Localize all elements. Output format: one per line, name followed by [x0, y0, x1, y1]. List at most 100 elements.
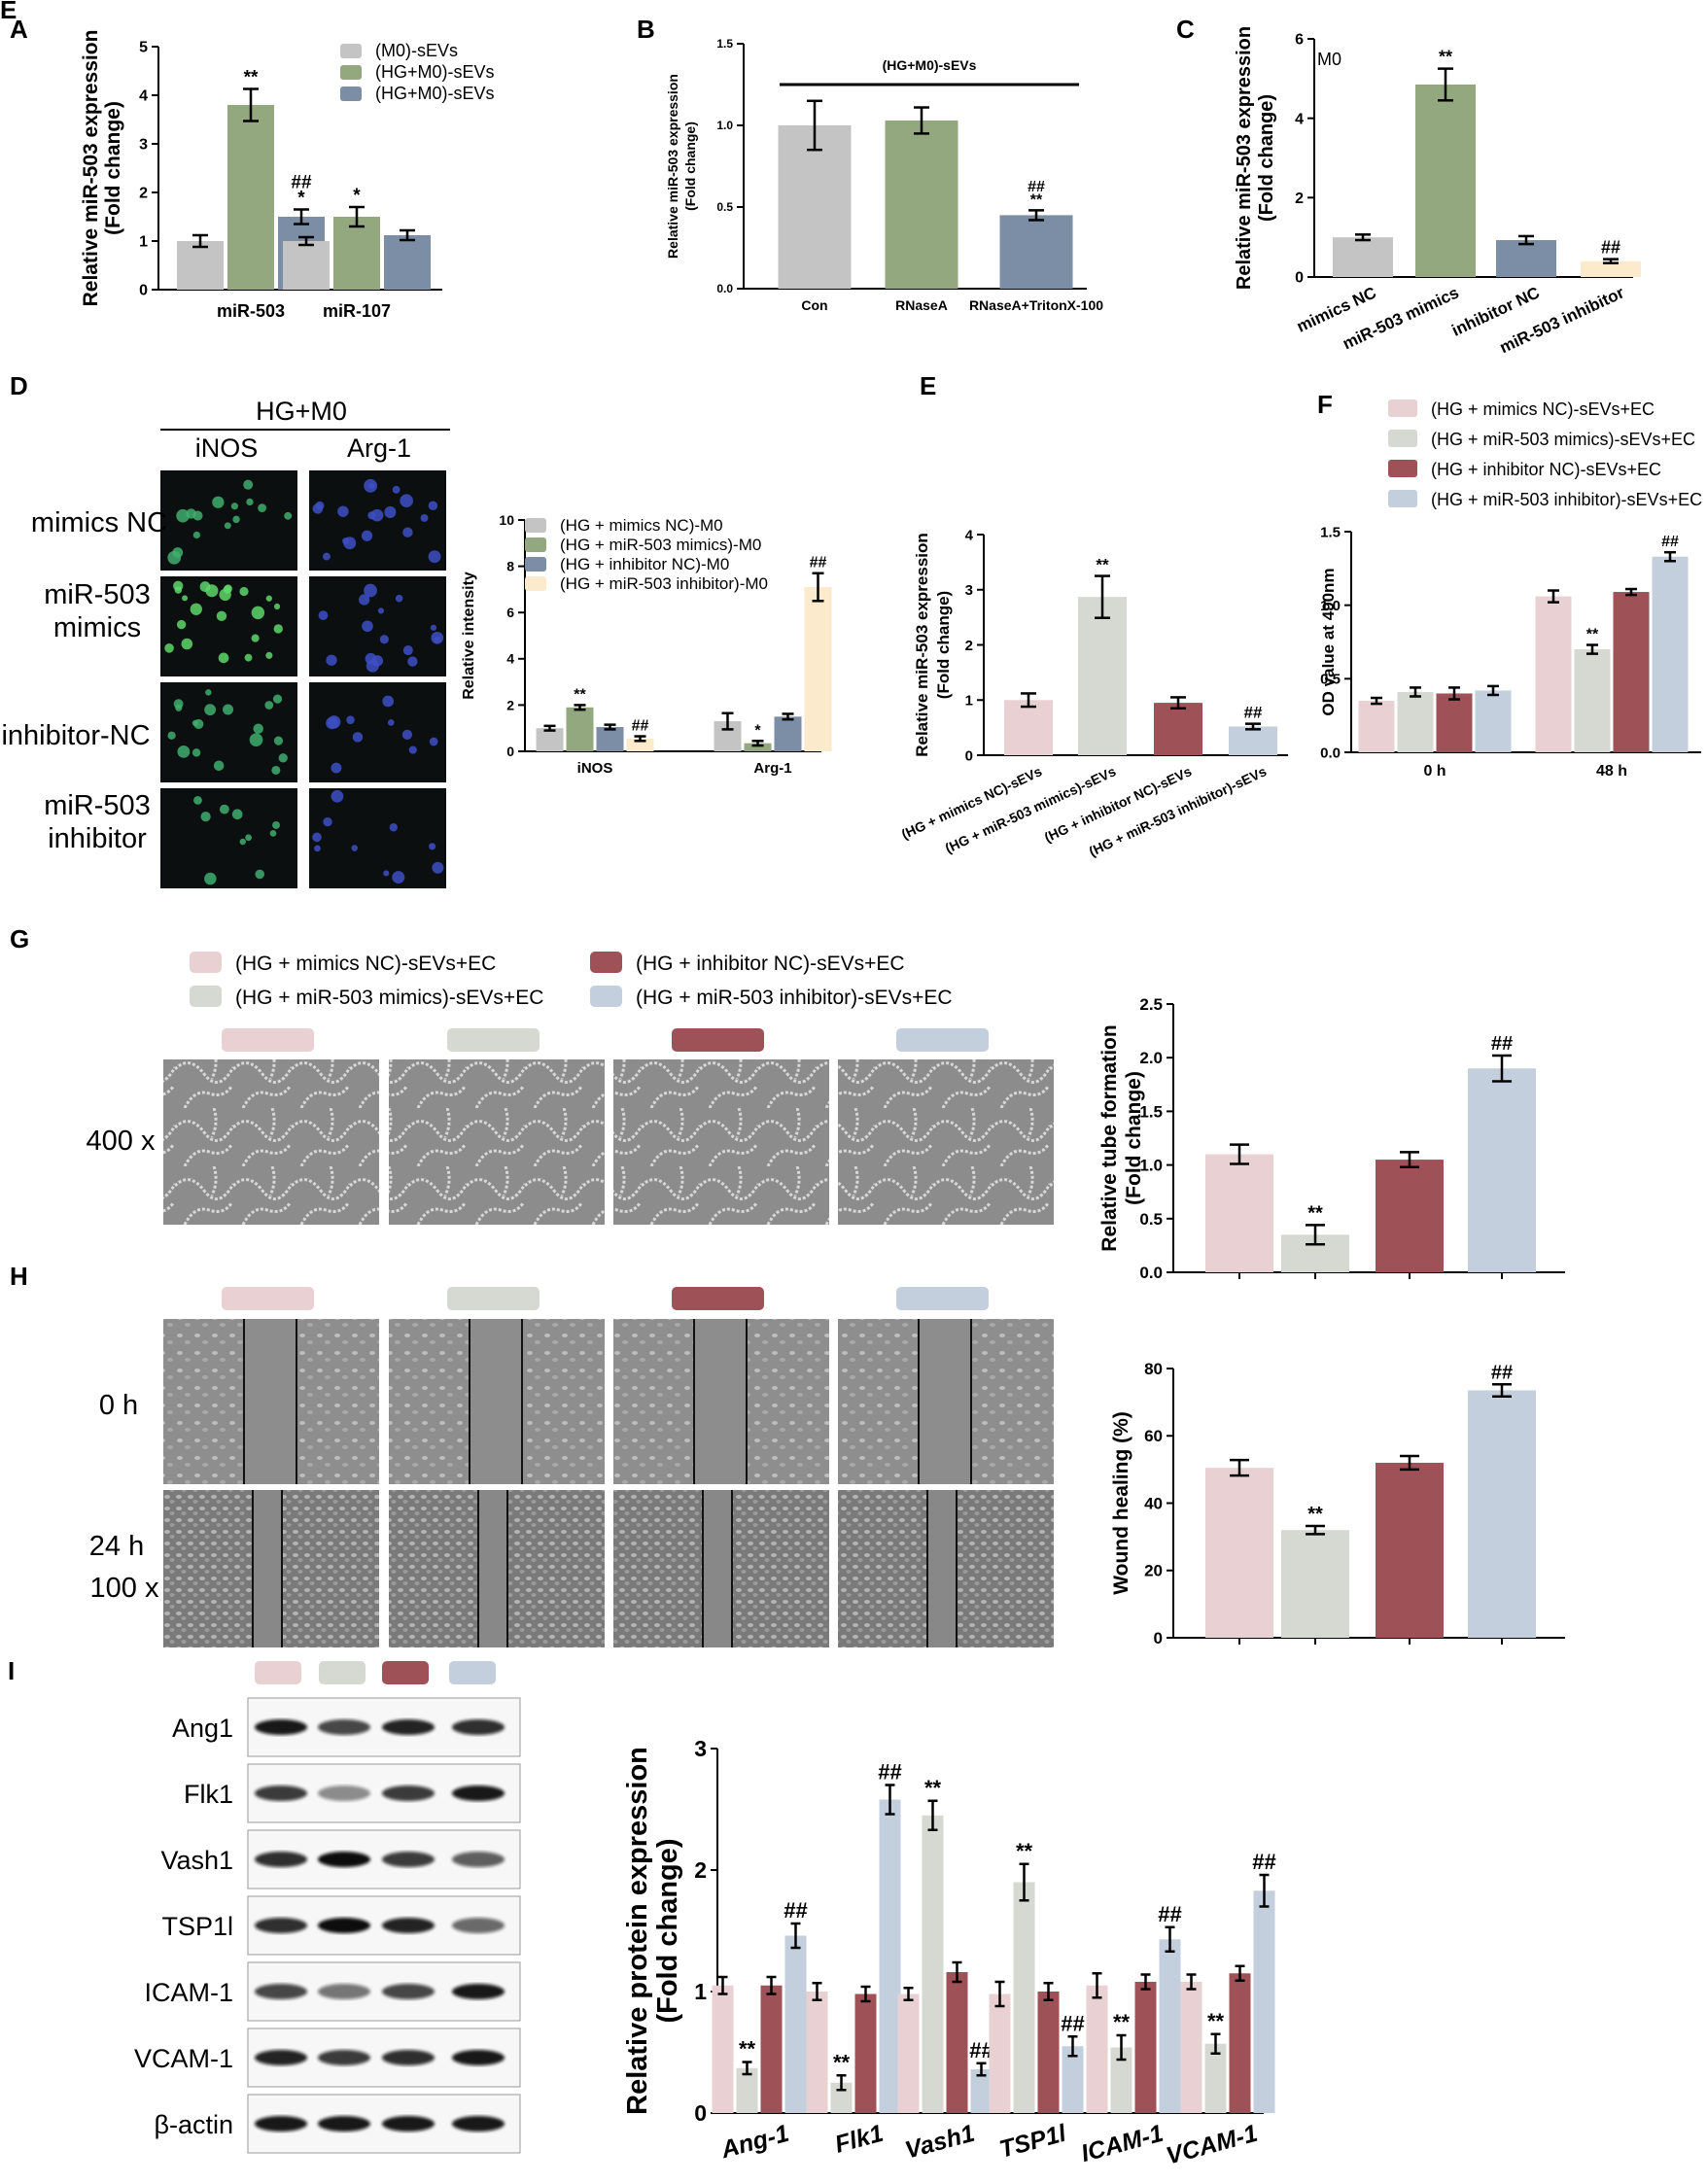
cell-dot [239, 838, 246, 846]
y-axis-label-2: (Fold change) [682, 121, 698, 211]
bar [566, 707, 594, 751]
cell-dot [213, 760, 225, 772]
cell-dot [278, 753, 288, 763]
group-swatch [255, 1661, 301, 1684]
bar [1037, 1992, 1060, 2113]
row-label-mir503-mimics: miR-503 mimics [44, 579, 151, 643]
cell-dot [407, 656, 418, 667]
cell-dot [212, 496, 225, 508]
cell-dot [174, 586, 183, 594]
x-tick-label: 48 h [1596, 763, 1627, 780]
legend-swatch [1388, 460, 1417, 477]
y-tick-label: 3 [694, 1736, 707, 1761]
legend-swatch [1388, 490, 1417, 507]
blot-band [318, 1719, 370, 1735]
legend-label: (HG + miR-503 inhibitor)-sEVs+EC [1431, 490, 1702, 509]
cell-dot [224, 522, 231, 530]
cell-dot [273, 736, 284, 745]
cell-dot [216, 610, 227, 621]
y-tick-label: 2 [694, 1857, 707, 1883]
significance-mark: ** [244, 68, 259, 88]
bar [804, 587, 832, 751]
legend-swatch [525, 537, 546, 552]
scratch-gap [244, 1319, 296, 1484]
y-tick-label: 0.5 [1139, 1210, 1163, 1229]
cell-dot [362, 620, 373, 633]
chart-panel-i: 0 1 2 3 Relative protein expression (Fold cha… [622, 1736, 1276, 2170]
y-axis-label: Relative tube formation [1098, 1024, 1121, 1251]
cell-dot [205, 689, 212, 696]
cell-dot [243, 479, 254, 490]
bar [778, 125, 852, 289]
x-tick-label: RNaseA+TritonX-100 [969, 297, 1103, 313]
cell-dot [218, 652, 229, 664]
significance-mark: ** [833, 2050, 851, 2074]
micrograph [160, 788, 297, 888]
cell-dot [429, 737, 438, 746]
magnification-label-400x: 400 x [87, 1126, 156, 1157]
significance-mark: ** [1586, 627, 1599, 643]
y-tick-label: 4 [506, 651, 514, 667]
bar [1229, 1973, 1251, 2113]
cell-dot [258, 503, 267, 512]
bar [806, 1992, 828, 2113]
scratch-gap [919, 1319, 971, 1484]
bar [1333, 237, 1393, 277]
panel-label: C [1176, 15, 1195, 44]
row-label-mimics-nc: mimics NC [31, 507, 167, 538]
bar [1078, 597, 1127, 755]
cell-dot [190, 603, 202, 615]
blot-band [382, 1918, 435, 1933]
y-tick-label: 1 [694, 1979, 707, 2004]
bar [946, 1972, 968, 2113]
bar [1397, 691, 1434, 752]
y-tick-label: 1.0 [716, 119, 733, 132]
y-tick-label: 4 [1295, 111, 1304, 127]
tube-formation-image [389, 1059, 605, 1225]
x-tick-label: Arg-1 [753, 760, 791, 777]
blot-band [382, 1719, 435, 1735]
y-tick-label: 2.5 [1139, 995, 1163, 1014]
y-tick-label: 0 [506, 744, 514, 759]
tube-formation-images [163, 1059, 1054, 1225]
cell-dot [327, 715, 341, 729]
panel-g-images: G (HG + mimics NC)-sEVs+EC (HG + inhibito… [10, 924, 1054, 1225]
y-tick-label: 0.0 [1139, 1264, 1163, 1282]
y-tick-label: 0 [139, 283, 148, 299]
bar [1415, 84, 1476, 277]
cell-dot [382, 695, 395, 708]
y-tick-label: 0.0 [1320, 745, 1341, 761]
bar [879, 1799, 901, 2113]
significance-mark: ## [1252, 1850, 1275, 1874]
micrograph [309, 682, 446, 782]
cell-dot [253, 723, 263, 734]
blot-band [318, 1984, 370, 1999]
chart-panel-h: 0 20 40 60 80 Wound healing (%) ** ## [1110, 1360, 1565, 1647]
bar [1436, 693, 1473, 752]
cell-dot [181, 638, 193, 650]
chart-panel-c: C 0 2 4 6 Relative miR-503 expression (Fold ch… [1176, 15, 1641, 357]
bar [1281, 1530, 1349, 1638]
y-tick-label: 4 [139, 88, 148, 105]
blot-band [318, 2116, 370, 2132]
x-tick-label: Flk1 [832, 2120, 887, 2159]
y-axis-label: Relative miR-503 expression [665, 74, 680, 259]
group-swatch [447, 1287, 540, 1310]
row-label-24h: 24 h [89, 1531, 144, 1562]
scratch-gap [703, 1490, 732, 1647]
group-swatch [896, 1028, 989, 1052]
x-tick-label: miR-107 [323, 301, 391, 321]
blot-band [382, 2116, 435, 2132]
legend-label: (HG + miR-503 mimics)-sEVs+EC [1431, 430, 1695, 449]
blot-label: VCAM-1 [134, 2044, 233, 2073]
magnification-label-100x: 100 x [90, 1573, 159, 1604]
blot-label: TSP1l [161, 1912, 233, 1941]
y-axis-label: Relative protein expression [622, 1747, 653, 2115]
cell-dot [167, 550, 182, 565]
significance-mark: ** [1439, 48, 1452, 67]
y-tick-label: 5 [139, 40, 148, 56]
bar [1086, 1985, 1108, 2113]
significance-mark: ## [632, 718, 649, 735]
cell-dot [428, 501, 438, 511]
bar [999, 215, 1073, 289]
